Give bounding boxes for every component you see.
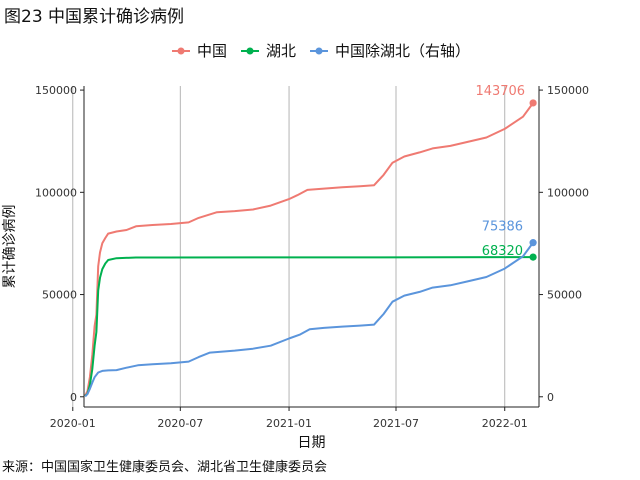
x-tick-label: 2021-01: [266, 417, 312, 430]
x-tick-label: 2020-07: [157, 417, 203, 430]
legend-key-0: [171, 47, 190, 54]
series-line-2: [84, 242, 534, 398]
y-tick-label-right: 50000: [547, 289, 582, 302]
y-tick-label-right: 150000: [547, 84, 589, 97]
figure-title: 图23 中国累计确诊病例: [4, 7, 185, 27]
y-tick-label-left: 150000: [35, 84, 77, 97]
legend: 中国 湖北 中国除湖北（右轴）: [0, 40, 640, 62]
series-line-1: [84, 256, 534, 397]
legend-item-0: 中国: [170, 40, 227, 61]
series-end-label-2: 75386: [482, 220, 523, 235]
x-tick-label: 2022-01: [482, 417, 528, 430]
series-end-label-1: 68320: [482, 244, 523, 259]
source-note: 来源：中国国家卫生健康委员会、湖北省卫生健康委员会: [2, 460, 328, 475]
series-line-0: [84, 102, 534, 397]
y-tick-label-left: 0: [70, 391, 77, 404]
x-axis-label: 日期: [298, 435, 326, 451]
series-end-label-0: 143706: [475, 84, 525, 99]
series-end-point-2: [529, 239, 537, 247]
y-tick-label-left: 50000: [42, 289, 77, 302]
legend-label-1: 湖北: [265, 42, 296, 60]
y-tick-label-left: 100000: [35, 186, 77, 199]
legend-item-2: 中国除湖北（右轴）: [308, 40, 470, 61]
legend-label-0: 中国: [196, 42, 227, 60]
legend-label-2: 中国除湖北（右轴）: [335, 42, 471, 60]
y-tick-label-right: 100000: [547, 186, 589, 199]
y-axis-label: 累计确诊病例: [2, 205, 18, 289]
series-end-point-0: [529, 99, 537, 107]
legend-key-2: [310, 47, 328, 54]
x-tick-label: 2020-01: [50, 417, 96, 430]
x-tick-label: 2021-07: [373, 417, 419, 430]
y-tick-label-right: 0: [547, 391, 554, 404]
legend-item-1: 湖北: [239, 40, 296, 61]
series-end-point-1: [529, 253, 537, 261]
legend-key-1: [240, 47, 259, 54]
